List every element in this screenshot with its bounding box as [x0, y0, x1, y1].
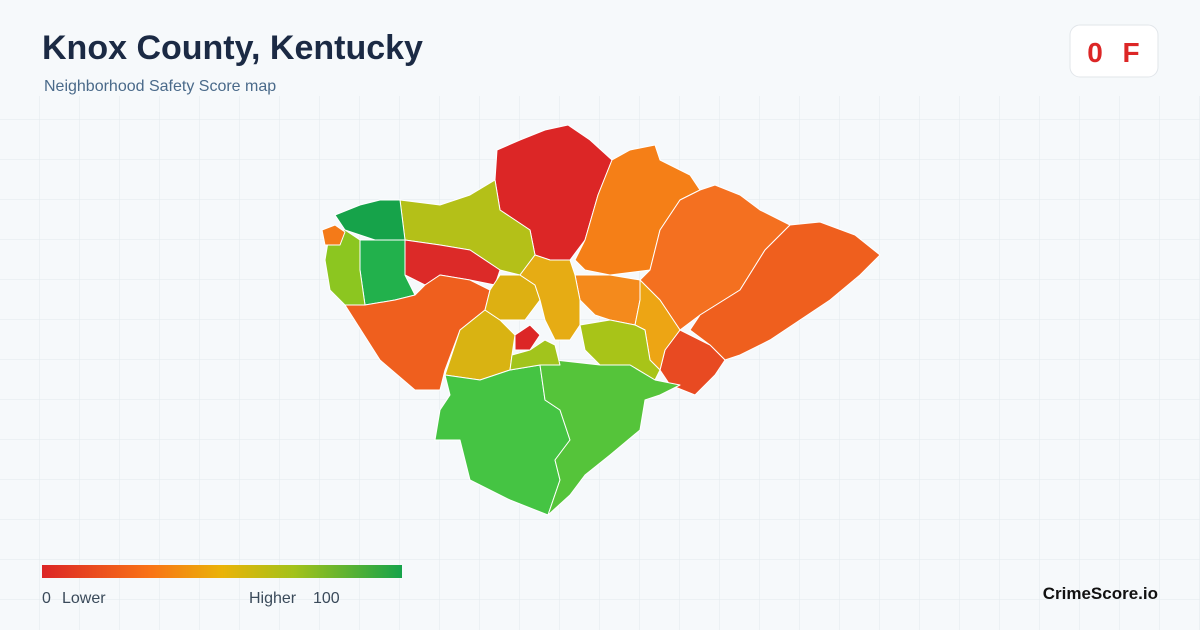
brand: CrimeScore.io [1043, 584, 1158, 603]
region [334, 199, 406, 241]
region [321, 224, 346, 246]
score: 0 [1087, 37, 1103, 68]
legend-max-label: Higher [249, 590, 297, 607]
legend-scale [42, 565, 402, 578]
map [321, 124, 881, 516]
region [509, 339, 561, 371]
legend-min-label: Lower [62, 590, 106, 607]
region [689, 221, 881, 361]
grade: F [1122, 37, 1139, 68]
score-badge [1069, 24, 1159, 78]
region [539, 359, 681, 516]
legend-max: 100 [313, 590, 340, 607]
title: Knox County, Kentucky [42, 29, 423, 67]
legend-min: 0 [42, 590, 51, 607]
subtitle: Neighborhood Safety Score map [44, 78, 276, 95]
region [404, 239, 501, 286]
region [519, 254, 581, 341]
region [514, 324, 541, 351]
